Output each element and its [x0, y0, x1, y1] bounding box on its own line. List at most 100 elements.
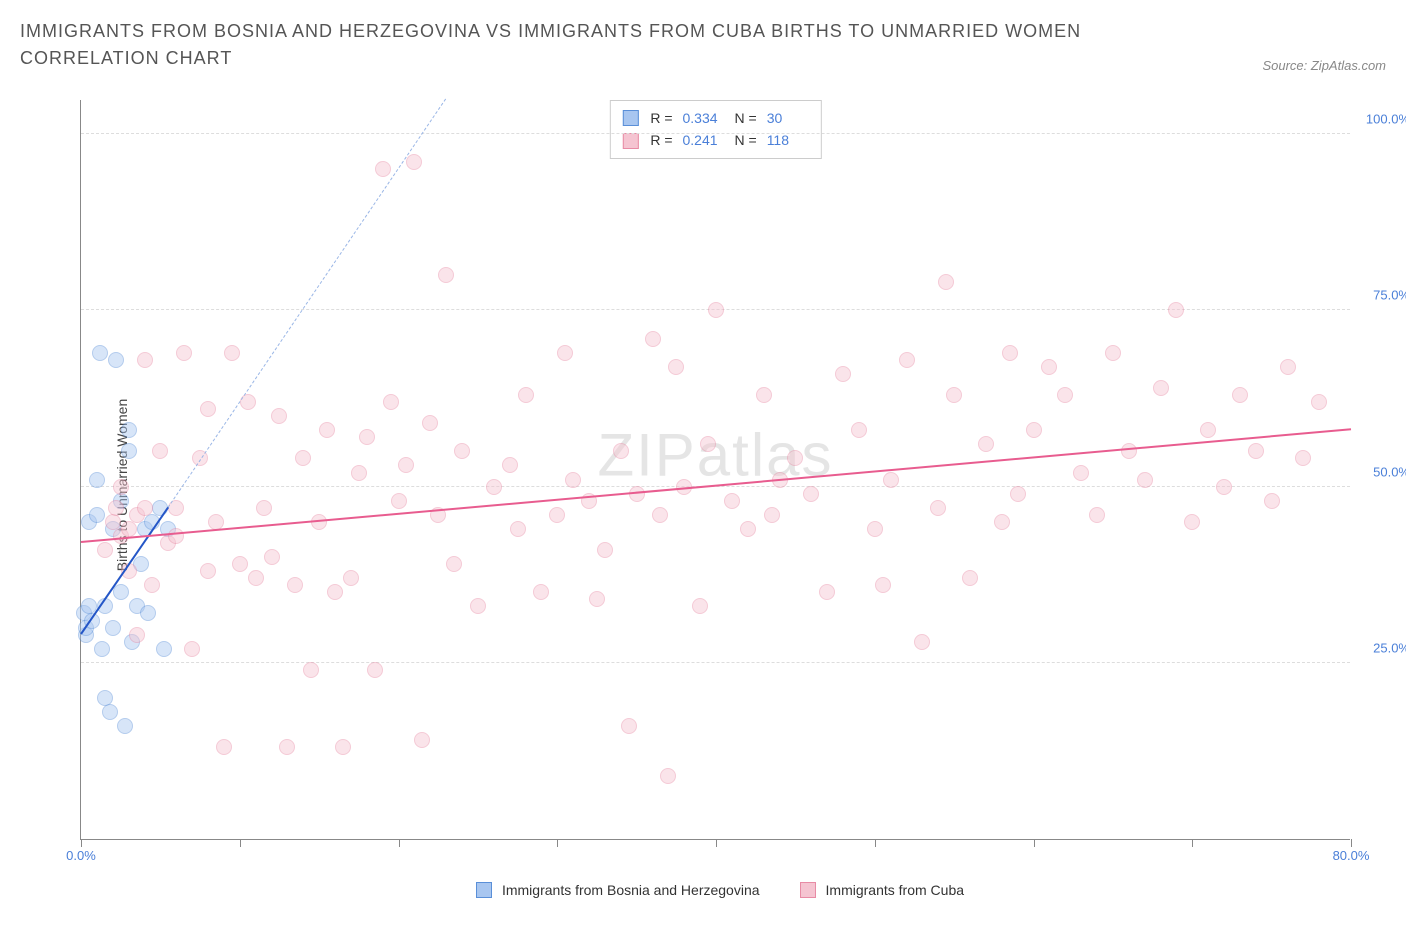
data-point-bosnia	[92, 345, 108, 361]
data-point-cuba	[303, 662, 319, 678]
data-point-bosnia	[121, 422, 137, 438]
x-tick	[1192, 839, 1193, 847]
data-point-cuba	[121, 521, 137, 537]
data-point-cuba	[351, 465, 367, 481]
data-point-cuba	[756, 387, 772, 403]
data-point-cuba	[1280, 359, 1296, 375]
data-point-cuba	[930, 500, 946, 516]
data-point-cuba	[613, 443, 629, 459]
data-point-cuba	[1010, 486, 1026, 502]
data-point-cuba	[1184, 514, 1200, 530]
chart-header: IMMIGRANTS FROM BOSNIA AND HERZEGOVINA V…	[0, 0, 1406, 73]
x-tick	[716, 839, 717, 847]
data-point-cuba	[819, 584, 835, 600]
data-point-cuba	[740, 521, 756, 537]
data-point-cuba	[621, 718, 637, 734]
data-point-cuba	[668, 359, 684, 375]
data-point-cuba	[279, 739, 295, 755]
data-point-cuba	[724, 493, 740, 509]
data-point-cuba	[652, 507, 668, 523]
data-point-cuba	[406, 154, 422, 170]
x-tick	[557, 839, 558, 847]
x-tick-label: 80.0%	[1333, 848, 1370, 863]
grid-line	[81, 133, 1350, 134]
stats-n-bosnia: 30	[767, 107, 809, 129]
x-tick-label: 0.0%	[66, 848, 96, 863]
data-point-cuba	[168, 528, 184, 544]
data-point-cuba	[176, 345, 192, 361]
data-point-cuba	[383, 394, 399, 410]
stats-swatch-bosnia	[622, 110, 638, 126]
plot-area: ZIPatlas R = 0.334 N = 30 R = 0.241 N = …	[80, 100, 1350, 840]
data-point-cuba	[946, 387, 962, 403]
data-point-cuba	[108, 500, 124, 516]
data-point-cuba	[359, 429, 375, 445]
data-point-cuba	[867, 521, 883, 537]
data-point-cuba	[137, 500, 153, 516]
data-point-cuba	[1137, 472, 1153, 488]
data-point-cuba	[1248, 443, 1264, 459]
data-point-bosnia	[113, 584, 129, 600]
trend-dash	[168, 98, 447, 507]
data-point-cuba	[1057, 387, 1073, 403]
data-point-cuba	[589, 591, 605, 607]
grid-line	[81, 662, 1350, 663]
data-point-cuba	[1295, 450, 1311, 466]
data-point-cuba	[502, 457, 518, 473]
data-point-cuba	[184, 641, 200, 657]
data-point-cuba	[1200, 422, 1216, 438]
data-point-cuba	[137, 352, 153, 368]
data-point-cuba	[764, 507, 780, 523]
data-point-cuba	[962, 570, 978, 586]
data-point-cuba	[1026, 422, 1042, 438]
data-point-cuba	[113, 479, 129, 495]
data-point-bosnia	[89, 507, 105, 523]
data-point-cuba	[660, 768, 676, 784]
x-tick	[875, 839, 876, 847]
stats-swatch-cuba	[622, 133, 638, 149]
data-point-cuba	[565, 472, 581, 488]
data-point-cuba	[1168, 302, 1184, 318]
data-point-cuba	[518, 387, 534, 403]
data-point-cuba	[899, 352, 915, 368]
legend-swatch-bosnia	[476, 882, 492, 898]
data-point-bosnia	[121, 443, 137, 459]
watermark-thin: atlas	[697, 421, 834, 488]
data-point-cuba	[708, 302, 724, 318]
legend-swatch-cuba	[800, 882, 816, 898]
chart-title: IMMIGRANTS FROM BOSNIA AND HERZEGOVINA V…	[20, 18, 1120, 72]
data-point-bosnia	[140, 605, 156, 621]
data-point-bosnia	[94, 641, 110, 657]
data-point-cuba	[803, 486, 819, 502]
data-point-cuba	[914, 634, 930, 650]
data-point-cuba	[422, 415, 438, 431]
data-point-cuba	[144, 577, 160, 593]
legend-item-cuba: Immigrants from Cuba	[800, 882, 964, 898]
data-point-bosnia	[156, 641, 172, 657]
data-point-cuba	[1105, 345, 1121, 361]
data-point-cuba	[470, 598, 486, 614]
data-point-cuba	[1073, 465, 1089, 481]
data-point-cuba	[645, 331, 661, 347]
data-point-cuba	[1232, 387, 1248, 403]
data-point-cuba	[224, 345, 240, 361]
data-point-cuba	[129, 627, 145, 643]
data-point-cuba	[1002, 345, 1018, 361]
x-tick	[240, 839, 241, 847]
data-point-cuba	[851, 422, 867, 438]
data-point-cuba	[938, 274, 954, 290]
data-point-cuba	[597, 542, 613, 558]
stats-r-bosnia: 0.334	[683, 107, 725, 129]
data-point-cuba	[335, 739, 351, 755]
data-point-cuba	[557, 345, 573, 361]
y-tick-label: 25.0%	[1373, 640, 1406, 655]
data-point-cuba	[700, 436, 716, 452]
stats-row-bosnia: R = 0.334 N = 30	[622, 107, 808, 129]
data-point-cuba	[391, 493, 407, 509]
data-point-cuba	[454, 443, 470, 459]
bottom-legend: Immigrants from Bosnia and Herzegovina I…	[60, 882, 1380, 898]
y-tick-label: 100.0%	[1366, 112, 1406, 127]
data-point-cuba	[787, 450, 803, 466]
data-point-cuba	[1089, 507, 1105, 523]
legend-label-bosnia: Immigrants from Bosnia and Herzegovina	[502, 882, 760, 898]
